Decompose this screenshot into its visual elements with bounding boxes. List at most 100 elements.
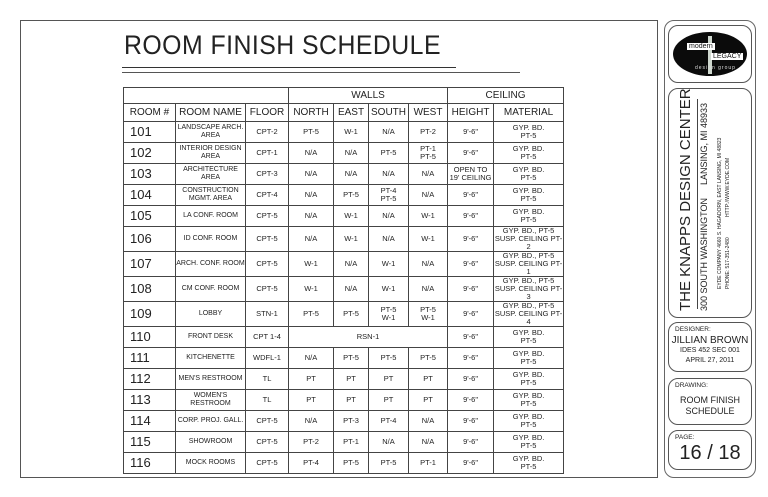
cell-name: CM CONF. ROOM	[175, 276, 246, 302]
project-divider	[697, 99, 698, 309]
drawing-box: DRAWING: ROOM FINISH SCHEDULE	[668, 378, 752, 425]
cell-floor: CPT-1	[244, 142, 290, 164]
cell-room: 104	[123, 184, 176, 206]
cell-material: GYP. BD. PT-5	[493, 205, 565, 227]
cell-west: N/A	[408, 184, 449, 206]
cell-height: 9'-6"	[447, 410, 495, 432]
cell-north: PT	[288, 368, 335, 390]
table-row: 113 WOMEN'S RESTROOM TL PT PT PT PT 9'-6" GYP. B…	[123, 389, 565, 411]
cell-name: CORP. PROJ. GALL.	[175, 410, 246, 432]
table-row: 101 LANDSCAPE ARCH. AREA CPT-2 PT-5 W-1 N/A PT…	[123, 121, 565, 143]
column-header: WEST	[408, 103, 449, 122]
cell-material: GYP. BD. PT-5	[493, 452, 565, 474]
logo-text-sub: design group	[695, 65, 736, 71]
title-underline-secondary	[122, 72, 520, 73]
cell-floor: CPT-5	[244, 276, 290, 302]
drawing-border	[20, 20, 658, 478]
drawing-label: DRAWING:	[675, 382, 708, 389]
cell-height: 9'-6"	[447, 121, 495, 143]
cell-name: ID CONF. ROOM	[175, 226, 246, 252]
cell-floor: CPT-5	[244, 205, 290, 227]
cell-floor: STN-1	[244, 301, 290, 327]
column-header: NORTH	[288, 103, 335, 122]
cell-material: GYP. BD. PT-5	[493, 347, 565, 369]
room-finish-schedule-table: WALLS CEILING ROOM # ROOM NAME FLOOR NORTH E…	[122, 87, 565, 474]
cell-name: KITCHENETTE	[175, 347, 246, 369]
table-row: 102 INTERIOR DESIGN AREA CPT-1 N/A N/A PT-5 PT…	[123, 142, 565, 164]
table-row: 108 CM CONF. ROOM CPT-5 W-1 N/A W-1 N/A 9'-6" GY…	[123, 276, 565, 302]
header-blank	[122, 87, 290, 104]
cell-material: GYP. BD. PT-5	[493, 368, 565, 390]
cell-south: N/A	[368, 121, 410, 143]
table-row: 109 LOBBY STN-1 PT-5 PT-5 PT-5 W-1 PT-5 W-1 9'-…	[123, 301, 565, 327]
cell-south: N/A	[368, 163, 410, 185]
cell-west: PT-5	[408, 347, 449, 369]
cell-name: LANDSCAPE ARCH. AREA	[175, 121, 246, 143]
cell-height: 9'-6"	[447, 226, 495, 252]
table-row: 104 CONSTRUCTION MGMT. AREA CPT-4 N/A PT-5 PT…	[123, 184, 565, 206]
cell-floor: CPT-5	[244, 226, 290, 252]
cell-east: N/A	[333, 142, 370, 164]
cell-south: PT-5	[368, 452, 410, 474]
cell-north: N/A	[288, 410, 335, 432]
column-header: HEIGHT	[447, 103, 495, 122]
cell-south: W-1	[368, 276, 410, 302]
cell-north: N/A	[288, 205, 335, 227]
cell-floor: CPT-5	[244, 410, 290, 432]
project-box: THE KNAPPS DESIGN CENTER 300 SOUTH WASHI…	[668, 88, 752, 318]
cell-walls-merged: RSN-1	[288, 326, 449, 348]
cell-height: OPEN TO 19' CEILING	[447, 163, 495, 185]
cell-north: PT-5	[288, 301, 335, 327]
drawing-title-line1: ROOM FINISH	[680, 395, 740, 405]
cell-material: GYP. BD. PT-5	[493, 121, 565, 143]
cell-room: 112	[123, 368, 176, 390]
cell-room: 101	[123, 121, 176, 143]
cell-west: PT-5 W-1	[408, 301, 449, 327]
cell-height: 9'-6"	[447, 326, 495, 348]
cell-south: PT-5	[368, 142, 410, 164]
cell-west: N/A	[408, 431, 449, 453]
table-row: 116 MOCK ROOMS CPT-5 PT-4 PT-5 PT-5 PT-1 9'-6" G…	[123, 452, 565, 474]
cell-east: PT-5	[333, 184, 370, 206]
logo-text-modern: modern	[687, 43, 715, 50]
cell-north: PT-5	[288, 121, 335, 143]
drawing-title-line2: SCHEDULE	[685, 406, 735, 416]
cell-south: N/A	[368, 205, 410, 227]
cell-west: PT-1 PT-5	[408, 142, 449, 164]
cell-room: 109	[123, 301, 176, 327]
cell-material: GYP. BD., PT-5 SUSP. CEILING PT-4	[493, 301, 565, 327]
page-number: 16 / 18	[679, 442, 741, 464]
cell-room: 106	[123, 226, 176, 252]
cell-south: PT	[368, 389, 410, 411]
ceiling-group-header: CEILING	[447, 87, 565, 104]
cell-east: W-1	[333, 121, 370, 143]
page-title: ROOM FINISH SCHEDULE	[124, 30, 441, 60]
cell-height: 9'-6"	[447, 251, 495, 277]
cell-floor: CPT-3	[244, 163, 290, 185]
designer-label: DESIGNER:	[675, 326, 711, 333]
cell-room: 103	[123, 163, 176, 185]
cell-name: CONSTRUCTION MGMT. AREA	[175, 184, 246, 206]
cell-height: 9'-6"	[447, 347, 495, 369]
cell-room: 107	[123, 251, 176, 277]
cell-material: GYP. BD. PT-5	[493, 410, 565, 432]
page-label: PAGE:	[675, 434, 695, 441]
cell-material: GYP. BD. PT-5	[493, 326, 565, 348]
cell-east: N/A	[333, 163, 370, 185]
cell-room: 105	[123, 205, 176, 227]
table-row: 112 MEN'S RESTROOM TL PT PT PT PT 9'-6" GYP. BD.…	[123, 368, 565, 390]
table-row: 106 ID CONF. ROOM CPT-5 N/A W-1 N/A W-1 9'-6" GY…	[123, 226, 565, 252]
firm-phone: PHONE: 517-351-2480	[725, 237, 731, 289]
table-row: 111 KITCHENETTE WDFL-1 N/A PT-5 PT-5 PT-5 9'-6"…	[123, 347, 565, 369]
cell-room: 110	[123, 326, 176, 348]
cell-material: GYP. BD., PT-5 SUSP. CEILING PT-2	[493, 226, 565, 252]
cell-material: GYP. BD., PT-5 SUSP. CEILING PT-1	[493, 251, 565, 277]
column-header: SOUTH	[368, 103, 410, 122]
table-row: 107 ARCH. CONF. ROOM CPT-5 W-1 N/A W-1 N/A 9'-6…	[123, 251, 565, 277]
cell-west: PT-2	[408, 121, 449, 143]
cell-west: W-1	[408, 226, 449, 252]
cell-south: N/A	[368, 431, 410, 453]
cell-material: GYP. BD. PT-5	[493, 142, 565, 164]
designer-date: APRIL 27, 2011	[685, 357, 735, 364]
cell-name: SHOWROOM	[175, 431, 246, 453]
